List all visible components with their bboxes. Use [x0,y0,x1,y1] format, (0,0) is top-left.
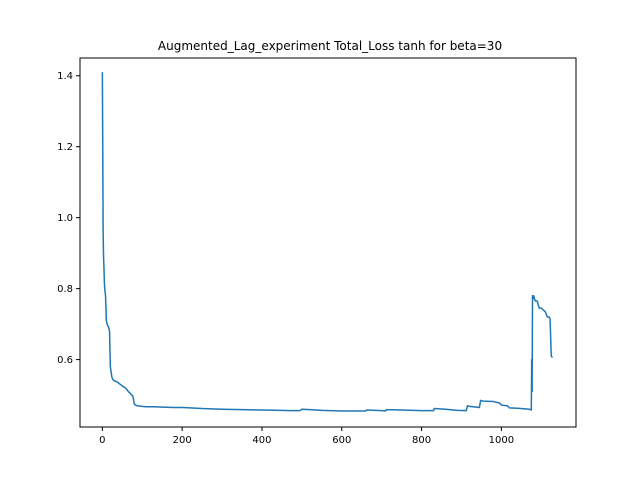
x-tick-label: 800 [412,435,431,446]
x-tick-label: 0 [99,435,105,446]
series-line-0 [101,72,554,412]
x-tick-label: 200 [173,435,192,446]
chart-title: Augmented_Lag_experiment Total_Loss tanh… [158,39,502,53]
y-tick-label: 1.4 [57,71,73,82]
y-tick-label: 0.8 [57,284,73,295]
axes-frame [79,57,577,428]
x-tick-label: 400 [252,435,271,446]
y-tick-label: 0.6 [57,355,73,366]
x-tick-label: 1000 [489,435,514,446]
y-tick-label: 1.0 [57,213,73,224]
x-tick-label: 600 [332,435,351,446]
y-tick-label: 1.2 [57,142,73,153]
